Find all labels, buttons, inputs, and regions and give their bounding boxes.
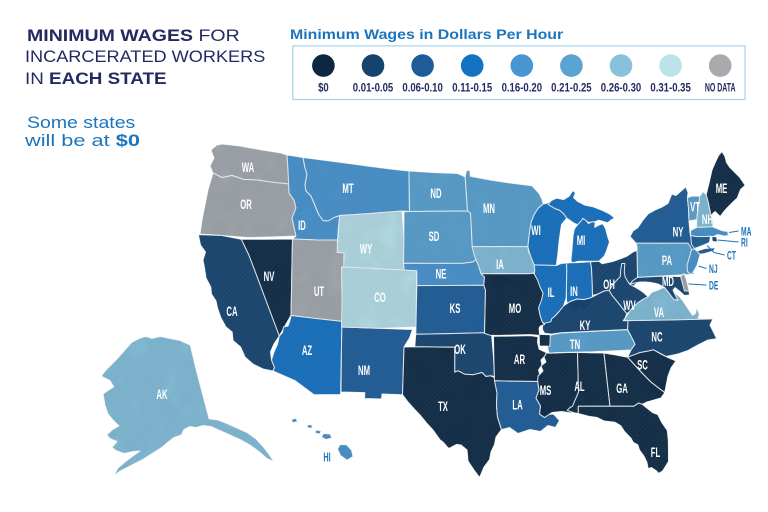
- svg-text:0.26-0.30: 0.26-0.30: [601, 82, 641, 95]
- svg-text:0.21-0.25: 0.21-0.25: [551, 82, 591, 95]
- svg-text:SC: SC: [637, 358, 648, 373]
- svg-text:MA: MA: [741, 225, 751, 239]
- svg-text:DE: DE: [709, 279, 719, 293]
- svg-text:MT: MT: [342, 182, 353, 197]
- svg-text:WI: WI: [531, 224, 540, 239]
- svg-text:MS: MS: [540, 384, 552, 399]
- svg-text:RI: RI: [741, 236, 748, 250]
- svg-text:VA: VA: [654, 306, 664, 321]
- svg-text:NO DATA: NO DATA: [705, 82, 736, 95]
- svg-text:OH: OH: [603, 278, 615, 293]
- svg-text:MI: MI: [577, 234, 586, 249]
- svg-text:ND: ND: [430, 187, 441, 202]
- svg-text:NY: NY: [673, 225, 684, 240]
- svg-text:IA: IA: [496, 258, 504, 273]
- svg-text:WV: WV: [623, 299, 636, 314]
- svg-text:TN: TN: [570, 338, 580, 353]
- svg-text:0.31-0.35: 0.31-0.35: [650, 82, 690, 95]
- svg-text:CA: CA: [226, 305, 237, 320]
- svg-text:FL: FL: [651, 446, 661, 461]
- svg-text:WY: WY: [360, 242, 373, 257]
- svg-text:IN: IN: [570, 285, 578, 300]
- svg-text:AK: AK: [156, 388, 167, 403]
- svg-text:KY: KY: [580, 319, 591, 334]
- svg-text:NH: NH: [702, 213, 713, 228]
- svg-text:CO: CO: [374, 291, 386, 306]
- svg-text:PA: PA: [662, 254, 672, 269]
- svg-text:ME: ME: [716, 182, 728, 197]
- svg-text:MN: MN: [483, 202, 495, 217]
- svg-text:MD: MD: [662, 275, 674, 290]
- svg-text:AZ: AZ: [302, 344, 312, 359]
- svg-text:NV: NV: [264, 270, 275, 285]
- svg-text:NE: NE: [436, 267, 447, 282]
- svg-text:AL: AL: [574, 380, 584, 395]
- svg-text:0.01-0.05: 0.01-0.05: [353, 82, 393, 95]
- svg-text:NC: NC: [651, 330, 662, 345]
- svg-text:CT: CT: [727, 249, 736, 263]
- svg-text:0.16-0.20: 0.16-0.20: [502, 82, 542, 95]
- svg-text:0.06-0.10: 0.06-0.10: [402, 82, 442, 95]
- svg-text:HI: HI: [323, 451, 330, 466]
- svg-text:LA: LA: [512, 398, 522, 413]
- svg-text:IL: IL: [548, 286, 555, 301]
- svg-text:OK: OK: [454, 343, 466, 358]
- svg-text:VT: VT: [690, 200, 700, 215]
- svg-text:GA: GA: [616, 382, 628, 397]
- svg-text:0.11-0.15: 0.11-0.15: [452, 82, 492, 95]
- svg-text:WA: WA: [242, 161, 254, 176]
- svg-text:NM: NM: [358, 364, 370, 379]
- svg-text:KS: KS: [450, 302, 461, 317]
- svg-text:AR: AR: [514, 353, 525, 368]
- svg-text:SD: SD: [429, 230, 440, 245]
- svg-text:OR: OR: [240, 198, 252, 213]
- svg-text:MO: MO: [509, 302, 522, 317]
- svg-text:UT: UT: [314, 285, 324, 300]
- svg-text:$0: $0: [318, 82, 329, 95]
- svg-text:ID: ID: [298, 219, 306, 234]
- svg-text:TX: TX: [438, 400, 448, 415]
- svg-text:NJ: NJ: [709, 263, 718, 277]
